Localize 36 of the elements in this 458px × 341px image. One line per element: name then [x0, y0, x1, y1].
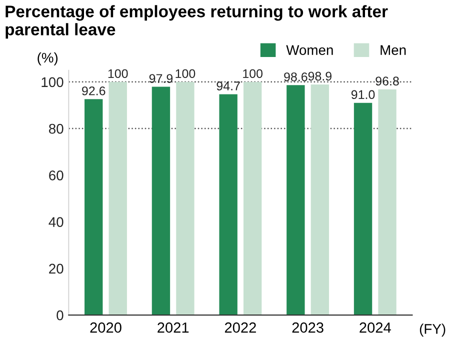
- x-tick-label: 2021: [158, 322, 189, 333]
- y-tick-label: 0: [56, 310, 64, 320]
- y-tick-label: 20: [49, 264, 64, 274]
- bar: [354, 102, 372, 316]
- data-label: 100: [108, 69, 128, 78]
- data-label: 100: [243, 69, 263, 78]
- data-label: 98.9: [308, 72, 332, 81]
- bar: [219, 94, 238, 316]
- bar: [378, 89, 396, 316]
- bar: [176, 82, 194, 316]
- bar: [310, 84, 330, 316]
- x-tick-label: 2020: [90, 322, 122, 333]
- data-label: 94.7: [216, 82, 240, 90]
- y-tick-label: 60: [49, 170, 64, 180]
- y-axis-title: (%): [38, 52, 58, 66]
- legend-label: Women: [286, 45, 333, 55]
- data-label: 92.6: [82, 86, 106, 96]
- x-tick-label: 2024: [360, 322, 391, 333]
- y-tick-label: 80: [48, 124, 64, 134]
- x-axis-title: (FY): [420, 324, 446, 337]
- bar: [152, 86, 170, 316]
- bar: [286, 85, 305, 316]
- x-tick-label: 2022: [224, 322, 256, 333]
- data-label: 100: [176, 69, 196, 78]
- chart-title: Percentage of employees returning to work after parental leave: [6, 5, 388, 39]
- data-label: 98.6: [284, 72, 308, 82]
- data-label: 96.8: [376, 76, 399, 86]
- y-tick-label: 40: [48, 217, 64, 227]
- x-tick-label: 2023: [292, 322, 324, 333]
- bar: [108, 82, 127, 316]
- data-label: 91.0: [351, 90, 375, 100]
- y-tick-label: 100: [42, 77, 64, 88]
- data-label: 97.9: [149, 74, 173, 83]
- bar: [243, 82, 262, 316]
- bar: [84, 99, 103, 316]
- legend-label: Men: [380, 45, 406, 55]
